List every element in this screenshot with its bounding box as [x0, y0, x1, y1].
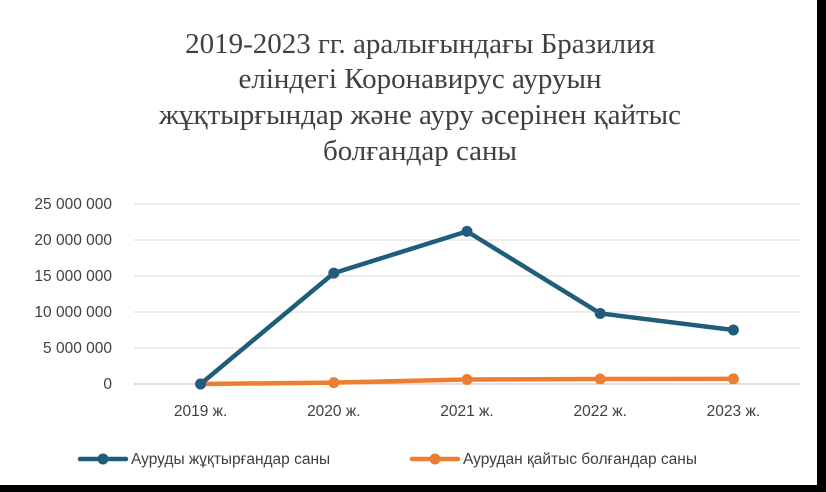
- chart-title-line-3: жұқтырғындар және ауру әсерінен қайтыс: [158, 99, 681, 131]
- x-tick-label: 2020 ж.: [307, 403, 360, 420]
- y-tick-label: 10 000 000: [34, 304, 112, 321]
- data-point: [727, 373, 739, 385]
- legend-label: Ауруды жұқтырғандар саны: [131, 451, 330, 468]
- data-point: [727, 324, 739, 336]
- chart-panel: 2019-2023 гг. аралығындағы Бразилия елін…: [0, 0, 817, 485]
- data-point: [195, 378, 207, 390]
- series-line: [198, 229, 736, 387]
- x-tick-label: 2019 ж.: [174, 403, 227, 420]
- chart-title-line-4: болғандар саны: [323, 135, 517, 167]
- x-tick-label: 2022 ж.: [573, 403, 626, 420]
- chart-title-line-2: еліндегі Коронавирус ауруын: [238, 63, 601, 95]
- data-point: [461, 225, 473, 237]
- data-point: [328, 267, 340, 279]
- y-tick-label: 0: [103, 376, 112, 393]
- chart-title: 2019-2023 гг. аралығындағы Бразилия елін…: [158, 28, 681, 167]
- y-axis-tick-labels: 0 5 000 000 10 000 000 15 000 000 20 000 000…: [34, 196, 112, 393]
- y-tick-label: 5 000 000: [43, 340, 112, 357]
- x-axis-tick-labels: 2019 ж. 2020 ж. 2021 ж. 2022 ж. 2023 ж.: [174, 403, 760, 420]
- x-tick-label: 2023 ж.: [707, 403, 760, 420]
- y-tick-label: 25 000 000: [34, 196, 112, 213]
- y-tick-label: 20 000 000: [34, 232, 112, 249]
- legend-marker: [429, 453, 441, 465]
- x-tick-label: 2021 ж.: [440, 403, 493, 420]
- legend-marker: [97, 453, 109, 465]
- data-point: [328, 377, 340, 389]
- y-tick-label: 15 000 000: [34, 268, 112, 285]
- data-point: [594, 373, 606, 385]
- chart-title-line-1: 2019-2023 гг. аралығындағы Бразилия: [185, 28, 655, 60]
- series-group: [195, 225, 739, 390]
- data-point: [461, 374, 473, 386]
- legend: Ауруды жұқтырғандар саны Аурудан қайтыс б…: [77, 451, 697, 468]
- legend-label: Аурудан қайтыс болғандар саны: [463, 451, 697, 468]
- line-chart: 2019-2023 гг. аралығындағы Бразилия елін…: [34, 28, 800, 468]
- data-point: [594, 307, 606, 319]
